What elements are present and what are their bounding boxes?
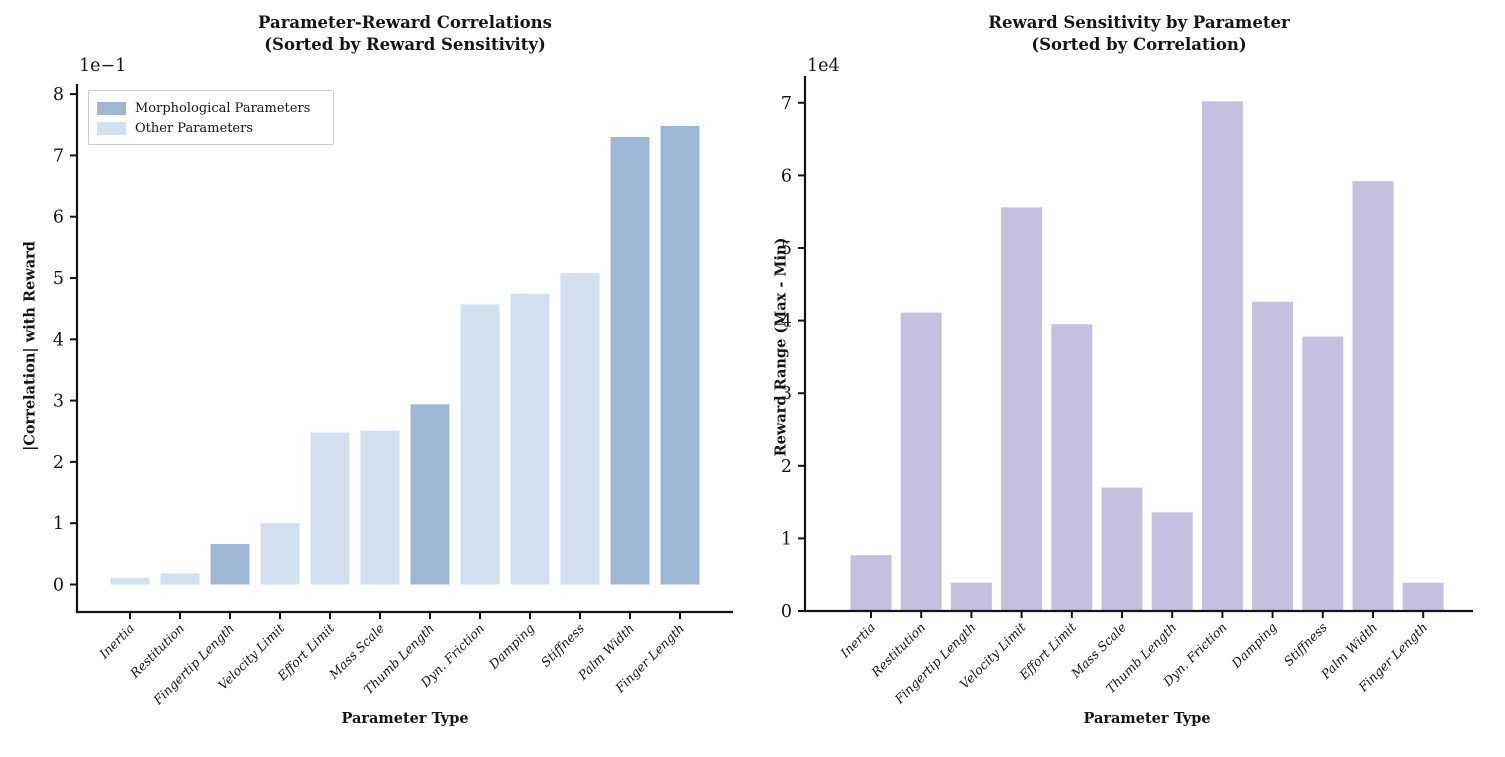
bar-fingertip-length bbox=[950, 582, 992, 611]
bar-mass-scale bbox=[360, 430, 400, 585]
y-tick-label: 5 bbox=[53, 269, 64, 289]
bar-finger-length bbox=[1402, 582, 1444, 611]
y-tick-label: 2 bbox=[781, 457, 792, 477]
left-y-axis-label: |Correlation| with Reward bbox=[21, 241, 39, 451]
bar-dyn-friction bbox=[460, 304, 500, 585]
y-tick-label: 3 bbox=[53, 392, 64, 412]
y-tick-label: 4 bbox=[53, 330, 64, 350]
y-tick-label: 4 bbox=[781, 312, 792, 332]
bar-damping bbox=[510, 293, 550, 585]
x-tick-label-damping: Damping bbox=[485, 621, 537, 673]
bar-effort-limit bbox=[310, 432, 350, 585]
bar-palm-width bbox=[610, 137, 650, 585]
bar-restitution bbox=[900, 312, 942, 611]
y-tick-label: 8 bbox=[53, 85, 64, 105]
bar-mass-scale bbox=[1101, 487, 1143, 611]
legend-swatch-other-icon bbox=[97, 121, 126, 135]
bar-palm-width bbox=[1352, 181, 1394, 611]
bar-effort-limit bbox=[1051, 324, 1093, 611]
y-tick-label: 1 bbox=[781, 529, 792, 549]
y-tick-label: 0 bbox=[53, 576, 64, 596]
x-tick-label-inertia: Inertia bbox=[837, 620, 879, 662]
left-chart-title-line1: Parameter-Reward Correlations bbox=[258, 13, 552, 32]
y-tick-label: 7 bbox=[53, 146, 64, 166]
y-tick-label: 6 bbox=[781, 166, 792, 186]
left-y-axis-offset-label: 1e−1 bbox=[79, 56, 127, 76]
y-tick-label: 6 bbox=[53, 208, 64, 228]
x-tick-label-stiffness: Stiffness bbox=[1281, 620, 1330, 669]
bar-fingertip-length bbox=[210, 544, 250, 585]
left-x-axis-label: Parameter Type bbox=[341, 710, 469, 727]
y-tick-label: 5 bbox=[781, 239, 792, 259]
right-y-axis-label: Reward Range (Max - Min) bbox=[772, 237, 790, 457]
bar-finger-length bbox=[660, 126, 700, 585]
bar-thumb-length bbox=[410, 404, 450, 585]
legend-swatch-morphological-icon bbox=[97, 101, 126, 115]
legend-row-morphological: Morphological Parameters bbox=[97, 98, 325, 118]
y-tick-label: 0 bbox=[781, 602, 792, 622]
right-y-axis-offset-label: 1e4 bbox=[807, 56, 840, 76]
bar-velocity-limit bbox=[260, 523, 300, 585]
x-tick-label-stiffness: Stiffness bbox=[538, 621, 587, 670]
bar-inertia bbox=[850, 555, 892, 611]
right-chart-title-line1: Reward Sensitivity by Parameter bbox=[988, 13, 1290, 32]
bar-restitution bbox=[160, 573, 200, 585]
y-tick-label: 7 bbox=[781, 94, 792, 114]
x-tick-label-damping: Damping bbox=[1228, 620, 1280, 672]
right-chart-title-line2: (Sorted by Correlation) bbox=[1031, 35, 1247, 54]
left-chart-title-line2: (Sorted by Reward Sensitivity) bbox=[264, 35, 546, 54]
bar-inertia bbox=[110, 577, 150, 585]
x-tick-label-inertia: Inertia bbox=[96, 621, 138, 663]
y-tick-label: 2 bbox=[53, 453, 64, 473]
legend-label-morphological: Morphological Parameters bbox=[135, 100, 311, 116]
bar-velocity-limit bbox=[1001, 207, 1043, 612]
bar-dyn-friction bbox=[1201, 101, 1243, 612]
legend-label-other: Other Parameters bbox=[135, 120, 253, 136]
legend: Morphological Parameters Other Parameter… bbox=[88, 90, 334, 145]
legend-row-other: Other Parameters bbox=[97, 118, 325, 138]
y-tick-label: 3 bbox=[781, 384, 792, 404]
bar-thumb-length bbox=[1151, 512, 1193, 611]
bar-stiffness bbox=[1302, 336, 1344, 611]
bar-stiffness bbox=[560, 273, 600, 585]
y-tick-label: 1 bbox=[53, 514, 64, 534]
bar-damping bbox=[1252, 301, 1294, 611]
right-x-axis-label: Parameter Type bbox=[1083, 710, 1211, 727]
